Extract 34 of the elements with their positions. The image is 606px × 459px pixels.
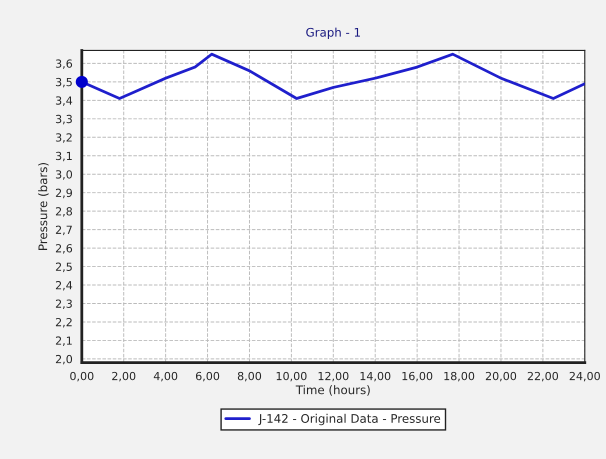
x-tick-label: 4,00 [154, 372, 178, 382]
y-tick-label: 3,1 [56, 152, 72, 162]
y-tick-label: 3,2 [56, 133, 72, 143]
y-tick-label: 3,5 [56, 78, 72, 88]
x-tick-label: 14,00 [360, 372, 390, 382]
chart-title: Graph - 1 [306, 28, 360, 40]
x-tick-label: 8,00 [238, 372, 262, 382]
y-tick-label: 2,9 [56, 188, 72, 198]
y-tick-label: 2,5 [56, 262, 72, 272]
x-tick-label: 12,00 [318, 372, 348, 382]
legend-label: J-142 - Original Data - Pressure [258, 414, 440, 426]
y-tick-label: 3,6 [56, 59, 72, 69]
x-tick-label: 0,00 [70, 372, 94, 382]
y-tick-label: 3,3 [56, 114, 72, 124]
x-tick-label: 18,00 [444, 372, 474, 382]
x-tick-label: 16,00 [402, 372, 432, 382]
y-tick-label: 2,2 [56, 318, 72, 328]
x-tick-label: 24,00 [570, 372, 600, 382]
x-tick-label: 22,00 [528, 372, 558, 382]
y-tick-label: 2,7 [56, 226, 72, 236]
x-tick-label: 10,00 [276, 372, 307, 382]
y-tick-label: 2,3 [56, 299, 72, 310]
y-tick-label: 2,4 [56, 281, 72, 291]
x-tick-label: 6,00 [196, 372, 220, 382]
y-tick-label: 2,6 [56, 244, 72, 254]
y-tick-label: 3,0 [56, 170, 72, 180]
y-tick-label: 2,1 [56, 336, 72, 346]
y-axis-title: Pressure (bars) [38, 163, 49, 250]
y-tick-label: 2,8 [56, 207, 72, 217]
y-tick-label: 2,0 [56, 354, 72, 364]
x-axis-title: Time (hours) [296, 385, 370, 396]
x-tick-label: 2,00 [112, 372, 136, 382]
x-tick-label: 20,00 [486, 372, 516, 382]
y-tick-label: 3,4 [56, 96, 72, 106]
